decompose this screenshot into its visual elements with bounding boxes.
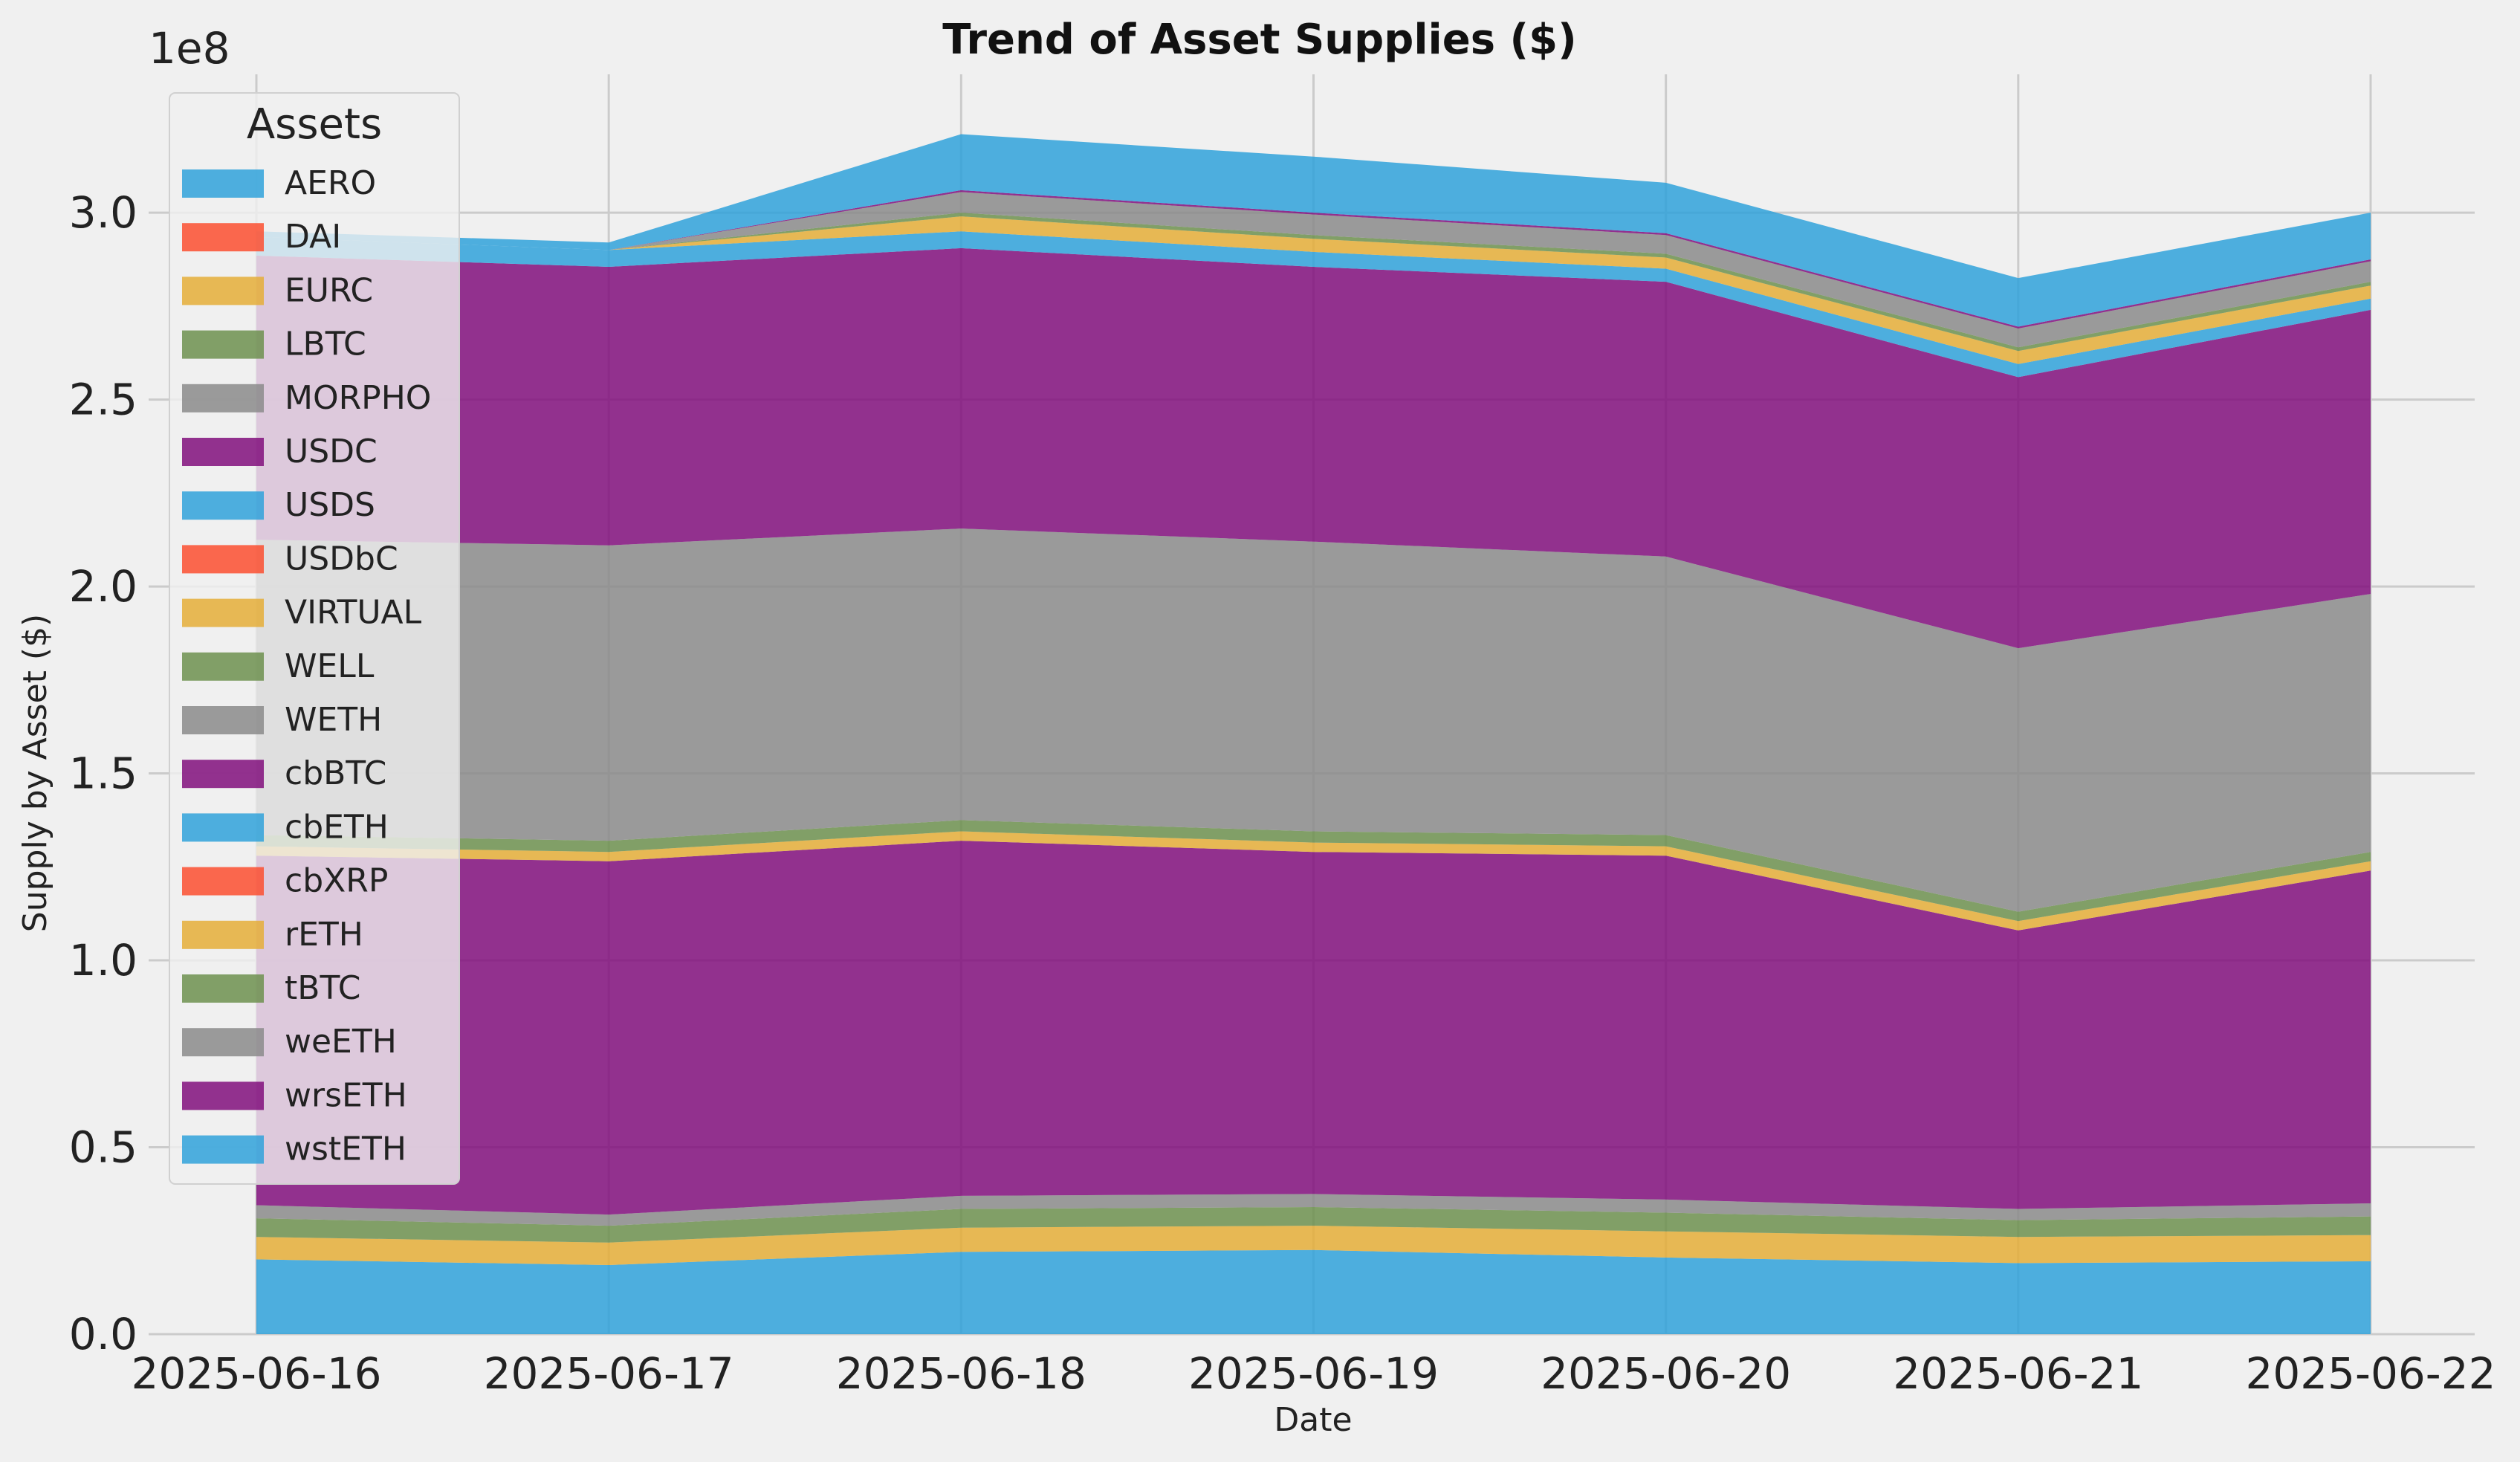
chart-title: Trend of Asset Supplies ($) (942, 16, 1576, 64)
legend-item-well[interactable]: WELL (182, 647, 375, 685)
legend-title: Assets (247, 100, 382, 149)
y-tick-label: 0.5 (69, 1122, 137, 1173)
legend-item-dai[interactable]: DAI (182, 218, 341, 256)
legend-label: DAI (285, 218, 341, 256)
legend-swatch (182, 1028, 264, 1057)
y-tick-label: 1.5 (69, 748, 137, 799)
legend-item-tbtc[interactable]: tBTC (182, 969, 360, 1007)
legend-label: EURC (285, 271, 373, 309)
legend-label: weETH (285, 1023, 397, 1061)
area-morpho (256, 1194, 2371, 1226)
legend-item-aero[interactable]: AERO (182, 164, 376, 202)
area-weeth (256, 192, 2371, 348)
legend-swatch (182, 706, 264, 734)
y-axis-label: Supply by Asset ($) (16, 614, 54, 932)
legend-swatch (182, 384, 264, 413)
legend-label: VIRTUAL (285, 594, 422, 632)
y-tick-labels: 0.0 0.5 1.0 1.5 2.0 2.5 3.0 (69, 187, 137, 1359)
x-tick-label: 2025-06-18 (836, 1348, 1086, 1399)
legend[interactable]: Assets AERO DAI EURC LBTC MORPHO USDC USDS USDb… (169, 92, 460, 1185)
legend-items: AERO DAI EURC LBTC MORPHO USDC USDS USDbC VIRTUA… (182, 164, 431, 1168)
legend-label: wrsETH (285, 1076, 407, 1114)
legend-swatch (182, 760, 264, 789)
legend-label: AERO (285, 164, 376, 202)
x-tick-label: 2025-06-19 (1188, 1348, 1439, 1399)
area-virtual (256, 831, 2371, 931)
area-wsteth (256, 134, 2371, 327)
legend-item-wsteth[interactable]: wstETH (182, 1131, 406, 1168)
legend-item-cbeth[interactable]: cbETH (182, 808, 389, 846)
area-weth (256, 528, 2371, 912)
legend-item-usdbc[interactable]: USDbC (182, 540, 398, 578)
legend-swatch (182, 1135, 264, 1164)
legend-label: cbETH (285, 808, 389, 846)
legend-label: cbXRP (285, 862, 388, 900)
area-usdc (256, 841, 2371, 1215)
y-tick-label: 0.0 (69, 1309, 137, 1359)
legend-label: WELL (285, 647, 375, 685)
legend-label: wstETH (285, 1131, 406, 1168)
x-tick-labels: 2025-06-16 2025-06-17 2025-06-18 2025-06-19… (131, 1348, 2495, 1399)
legend-item-cbxrp[interactable]: cbXRP (182, 862, 388, 900)
x-tick-label: 2025-06-20 (1541, 1348, 1791, 1399)
legend-item-reth[interactable]: rETH (182, 916, 363, 954)
area-eurc (256, 1226, 2371, 1265)
area-well (256, 820, 2371, 922)
x-tick-label: 2025-06-16 (131, 1348, 381, 1399)
area-cbeth (256, 231, 2371, 378)
legend-item-weeth[interactable]: weETH (182, 1023, 397, 1061)
legend-item-morpho[interactable]: MORPHO (182, 379, 431, 417)
legend-item-usdc[interactable]: USDC (182, 433, 378, 470)
legend-swatch (182, 867, 264, 896)
legend-swatch (182, 813, 264, 842)
legend-swatch (182, 598, 264, 627)
legend-swatch (182, 652, 264, 681)
y-tick-label: 3.0 (69, 187, 137, 238)
legend-swatch (182, 491, 264, 520)
legend-label: LBTC (285, 326, 366, 363)
legend-item-virtual[interactable]: VIRTUAL (182, 594, 422, 632)
area-aero (256, 1249, 2371, 1334)
x-axis-label: Date (1274, 1401, 1352, 1439)
legend-swatch (182, 1081, 264, 1110)
y-tick-label: 2.0 (69, 561, 137, 612)
legend-item-lbtc[interactable]: LBTC (182, 326, 366, 363)
legend-label: cbBTC (285, 754, 386, 792)
y-tick-label: 1.0 (69, 935, 137, 986)
legend-label: tBTC (285, 969, 360, 1007)
legend-item-eurc[interactable]: EURC (182, 271, 373, 309)
legend-label: USDbC (285, 540, 398, 578)
legend-item-cbbtc[interactable]: cbBTC (182, 754, 386, 792)
legend-item-wrseth[interactable]: wrsETH (182, 1076, 407, 1114)
legend-swatch (182, 974, 264, 1003)
legend-item-usds[interactable]: USDS (182, 486, 375, 524)
area-cbbtc (256, 248, 2371, 649)
legend-swatch (182, 545, 264, 574)
area-layers (256, 134, 2371, 1334)
legend-swatch (182, 276, 264, 305)
legend-swatch (182, 330, 264, 359)
legend-swatch (182, 438, 264, 466)
x-tick-label: 2025-06-17 (484, 1348, 734, 1399)
y-scale-label: 1e8 (149, 23, 230, 74)
legend-box (169, 92, 460, 1185)
legend-label: WETH (285, 701, 382, 739)
x-tick-label: 2025-06-22 (2245, 1348, 2495, 1399)
area-reth (256, 216, 2371, 364)
legend-swatch (182, 223, 264, 252)
legend-item-weth[interactable]: WETH (182, 701, 382, 739)
legend-label: rETH (285, 916, 363, 954)
y-tick-label: 2.5 (69, 375, 137, 425)
legend-label: MORPHO (285, 379, 431, 417)
legend-label: USDS (285, 486, 375, 524)
legend-swatch (182, 920, 264, 949)
legend-label: USDC (285, 433, 378, 470)
area-lbtc (256, 1207, 2371, 1243)
legend-swatch (182, 169, 264, 198)
x-tick-label: 2025-06-21 (1893, 1348, 2143, 1399)
